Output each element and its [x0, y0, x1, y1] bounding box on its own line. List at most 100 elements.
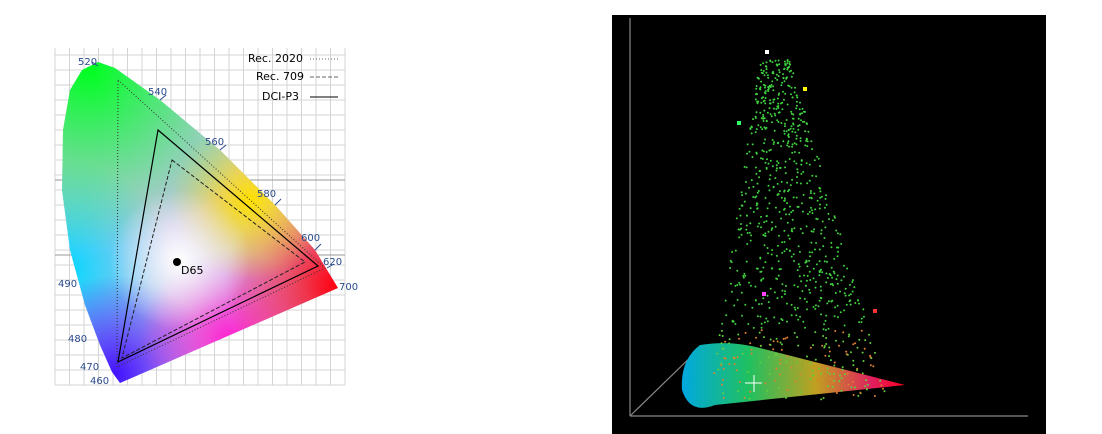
point: [845, 303, 848, 306]
point: [860, 329, 863, 332]
point: [809, 192, 812, 195]
point: [821, 220, 824, 223]
point: [858, 321, 861, 324]
wavelength-ticks: [91, 61, 335, 269]
point: [783, 229, 786, 232]
point: [764, 196, 767, 199]
point: [749, 342, 752, 345]
point: [733, 363, 736, 366]
point: [830, 241, 833, 244]
point: [777, 121, 780, 123]
point: [819, 296, 822, 299]
point: [795, 100, 798, 103]
point: [854, 302, 857, 304]
point: [785, 248, 788, 251]
point: [713, 372, 716, 375]
wavelength-label: 490: [58, 279, 77, 290]
point: [848, 283, 851, 286]
point: [791, 218, 794, 221]
point: [830, 246, 833, 249]
point: [774, 114, 777, 117]
point: [790, 228, 793, 230]
point: [810, 230, 813, 233]
point: [819, 190, 822, 193]
point: [755, 87, 758, 90]
point: [838, 380, 841, 383]
point: [780, 348, 783, 351]
point: [777, 274, 780, 277]
point: [745, 181, 747, 183]
point: [735, 369, 738, 372]
point: [755, 204, 758, 207]
point: [793, 142, 796, 145]
point: [814, 286, 817, 289]
point: [856, 369, 858, 372]
point: [776, 160, 779, 163]
point: [800, 163, 803, 166]
point: [775, 367, 778, 370]
point: [812, 374, 815, 377]
point: [737, 121, 741, 125]
point: [806, 308, 808, 311]
point: [858, 338, 861, 341]
point: [746, 214, 748, 217]
point: [784, 63, 787, 65]
point: [769, 148, 772, 151]
point-cloud: [713, 59, 886, 401]
point: [777, 193, 780, 196]
point: [766, 247, 769, 249]
point: [763, 234, 766, 237]
point: [852, 394, 855, 396]
point: [766, 320, 769, 323]
point: [749, 222, 752, 225]
point: [762, 150, 765, 153]
point: [810, 196, 813, 199]
point: [817, 305, 820, 308]
point: [860, 317, 863, 320]
point: [777, 260, 780, 263]
point: [815, 263, 818, 266]
point: [823, 323, 826, 326]
legend-label: Rec. 709: [256, 70, 304, 83]
point: [832, 381, 835, 384]
point: [770, 267, 773, 270]
point: [782, 90, 784, 93]
point: [768, 202, 771, 205]
point: [854, 386, 856, 389]
point: [775, 337, 778, 340]
point: [809, 291, 812, 294]
point: [760, 226, 762, 229]
point: [796, 361, 798, 364]
point: [778, 71, 781, 74]
point: [808, 259, 811, 262]
point: [795, 104, 798, 107]
point: [783, 189, 786, 192]
point: [796, 171, 799, 174]
point: [786, 67, 789, 70]
point: [764, 261, 767, 264]
point: [809, 255, 811, 258]
point: [763, 99, 766, 102]
point: [737, 228, 740, 231]
point: [747, 323, 750, 325]
point: [824, 354, 827, 357]
point: [805, 139, 808, 142]
point: [810, 140, 813, 143]
point: [797, 117, 800, 120]
point: [833, 216, 836, 219]
point: [743, 396, 746, 399]
point: [748, 186, 751, 189]
point: [872, 365, 875, 368]
point: [760, 117, 763, 120]
point: [799, 373, 802, 376]
point: [730, 282, 732, 285]
point: [811, 209, 814, 212]
point: [787, 190, 789, 193]
point: [795, 94, 798, 97]
point: [786, 389, 789, 392]
point: [799, 227, 802, 230]
point: [768, 189, 771, 192]
point: [772, 85, 775, 88]
legend-label: DCI-P3: [262, 90, 299, 103]
point: [756, 182, 759, 185]
